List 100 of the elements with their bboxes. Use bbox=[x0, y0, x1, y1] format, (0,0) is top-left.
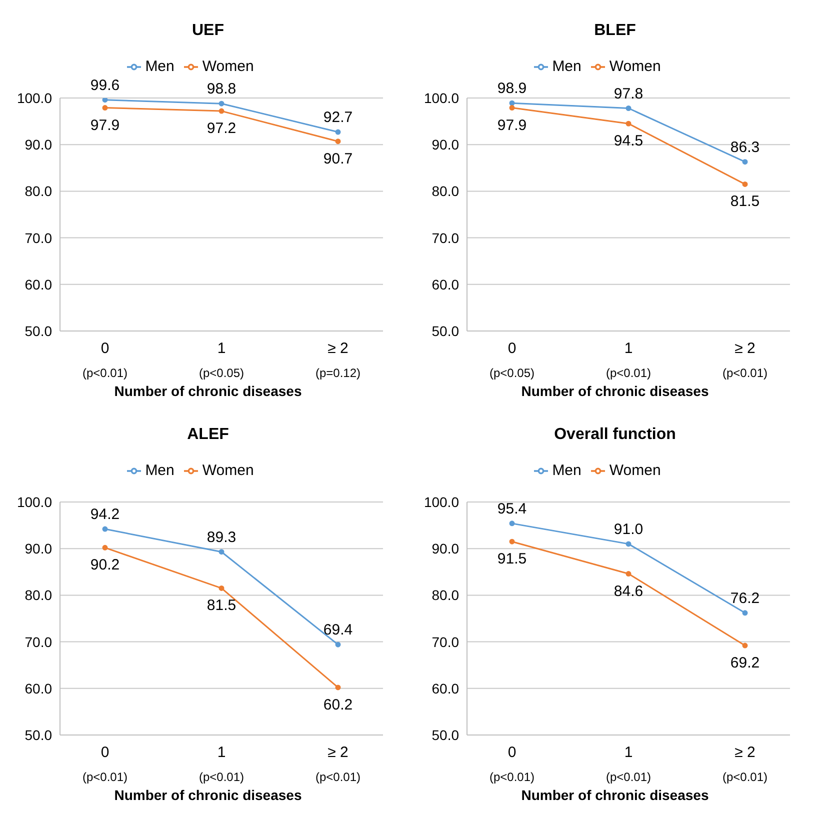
data-label: 92.7 bbox=[323, 109, 353, 126]
y-tick-label: 100.0 bbox=[16, 494, 52, 510]
point bbox=[218, 108, 224, 114]
point bbox=[335, 129, 341, 135]
point bbox=[102, 526, 108, 532]
x-tick-label: ≥ 2 (p=0.12) bbox=[315, 340, 361, 380]
point bbox=[742, 159, 748, 165]
y-tick-label: 50.0 bbox=[24, 726, 52, 743]
data-label: 89.3 bbox=[206, 528, 236, 546]
point bbox=[335, 138, 341, 144]
data-label: 94.5 bbox=[614, 132, 644, 150]
data-label: 90.7 bbox=[323, 150, 353, 168]
y-tick-label: 90.0 bbox=[432, 136, 460, 153]
y-tick-label: 60.0 bbox=[24, 276, 52, 292]
y-tick-label: 80.0 bbox=[432, 183, 460, 200]
point bbox=[509, 105, 515, 111]
y-tick-label: 90.0 bbox=[24, 136, 52, 153]
y-tick-label: 80.0 bbox=[24, 587, 52, 604]
legend-label: Men bbox=[145, 58, 174, 75]
point bbox=[102, 105, 108, 111]
chart-title: Overall function bbox=[553, 425, 677, 445]
y-tick-label: 90.0 bbox=[24, 540, 52, 557]
data-label: 81.5 bbox=[206, 597, 236, 614]
data-label: 69.4 bbox=[323, 622, 353, 639]
y-tick-label: 100.0 bbox=[424, 90, 460, 106]
data-label: 60.2 bbox=[323, 696, 353, 714]
point bbox=[626, 571, 632, 577]
data-label: 97.9 bbox=[497, 116, 527, 134]
point bbox=[102, 98, 108, 103]
chart-title: ALEF bbox=[186, 425, 230, 445]
x-axis-title: Number of chronic diseases bbox=[113, 383, 303, 399]
data-label: 91.5 bbox=[497, 550, 527, 568]
y-tick-label: 60.0 bbox=[432, 680, 460, 696]
legend-label: Men bbox=[552, 58, 582, 75]
x-axis-title: Number of chronic diseases bbox=[113, 787, 303, 803]
data-label: 97.9 bbox=[90, 116, 120, 134]
x-tick-label: ≥ 2 (p<0.01) bbox=[722, 340, 768, 380]
x-tick-label: 0 (p<0.05) bbox=[489, 340, 535, 380]
point bbox=[626, 120, 632, 126]
data-label: 94.2 bbox=[90, 506, 120, 524]
x-axis-title: Number of chronic diseases bbox=[520, 383, 710, 399]
point bbox=[218, 100, 224, 106]
y-tick-label: 50.0 bbox=[432, 726, 460, 743]
point bbox=[742, 610, 748, 616]
y-tick-label: 80.0 bbox=[432, 587, 460, 604]
y-tick-label: 70.0 bbox=[24, 634, 52, 650]
legend-label: Women bbox=[609, 58, 661, 75]
data-label: 98.9 bbox=[497, 80, 527, 98]
y-tick-label: 50.0 bbox=[432, 322, 460, 339]
x-tick-label: 1 (p<0.01) bbox=[606, 340, 652, 380]
point bbox=[102, 544, 108, 550]
x-tick-label: 1 (p<0.05) bbox=[198, 340, 244, 380]
data-label: 69.2 bbox=[730, 654, 760, 672]
y-tick-label: 90.0 bbox=[432, 540, 460, 557]
y-tick-label: 70.0 bbox=[24, 230, 52, 246]
y-tick-label: 100.0 bbox=[16, 90, 52, 106]
point bbox=[509, 100, 515, 106]
x-axis-title: Number of chronic diseases bbox=[520, 787, 710, 803]
y-tick-label: 60.0 bbox=[432, 276, 460, 292]
x-tick-label: ≥ 2 (p<0.01) bbox=[315, 744, 361, 784]
y-tick-label: 80.0 bbox=[24, 183, 52, 200]
point bbox=[626, 541, 632, 547]
data-label: 91.0 bbox=[614, 520, 644, 538]
x-tick-label: 0 (p<0.01) bbox=[82, 340, 128, 380]
point bbox=[626, 106, 632, 111]
data-label: 90.2 bbox=[90, 556, 120, 574]
data-label: 95.4 bbox=[497, 500, 527, 518]
legend-label: Men bbox=[145, 462, 174, 479]
chart-title: BLEF bbox=[593, 21, 637, 41]
chart-title: UEF bbox=[191, 21, 225, 41]
point bbox=[335, 642, 341, 648]
x-tick-label: 1 (p<0.01) bbox=[606, 744, 652, 784]
x-tick-label: 0 (p<0.01) bbox=[489, 744, 535, 784]
legend-label: Women bbox=[202, 462, 254, 479]
x-tick-label: 0 (p<0.01) bbox=[82, 744, 128, 784]
y-tick-label: 60.0 bbox=[24, 680, 52, 696]
y-tick-label: 100.0 bbox=[424, 494, 460, 510]
point bbox=[509, 538, 515, 544]
point bbox=[742, 642, 748, 648]
y-tick-label: 70.0 bbox=[432, 634, 460, 650]
data-label: 97.8 bbox=[614, 85, 644, 102]
data-label: 84.6 bbox=[614, 582, 644, 600]
legend-label: Women bbox=[609, 462, 661, 479]
y-tick-label: 70.0 bbox=[432, 230, 460, 246]
data-label: 98.8 bbox=[206, 80, 236, 98]
legend-label: Men bbox=[552, 462, 582, 479]
legend-label: Women bbox=[202, 58, 254, 75]
data-label: 97.2 bbox=[206, 120, 236, 138]
point bbox=[742, 181, 748, 187]
point bbox=[218, 549, 224, 555]
point bbox=[509, 520, 515, 526]
data-label: 99.6 bbox=[90, 76, 120, 94]
x-tick-label: ≥ 2 (p<0.01) bbox=[722, 744, 768, 784]
data-label: 81.5 bbox=[730, 193, 760, 210]
point bbox=[335, 684, 341, 690]
data-label: 86.3 bbox=[730, 138, 760, 156]
y-tick-label: 50.0 bbox=[24, 322, 52, 339]
data-label: 76.2 bbox=[730, 590, 760, 607]
x-tick-label: 1 (p<0.01) bbox=[198, 744, 244, 784]
point bbox=[218, 585, 224, 591]
